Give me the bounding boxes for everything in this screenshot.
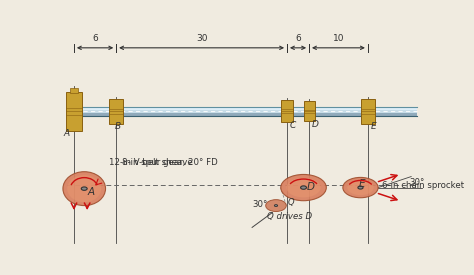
Text: 8-in spur gear, 20° FD: 8-in spur gear, 20° FD — [122, 158, 218, 167]
Text: 30°: 30° — [410, 178, 425, 188]
Text: 30: 30 — [196, 34, 207, 43]
Text: C: C — [289, 121, 295, 130]
Ellipse shape — [358, 186, 363, 189]
Text: 6-in chain sprocket: 6-in chain sprocket — [382, 181, 464, 190]
Text: D: D — [307, 182, 315, 192]
Text: A: A — [87, 187, 94, 197]
Ellipse shape — [266, 200, 286, 211]
Bar — [70, 87, 78, 93]
Text: E: E — [359, 178, 365, 189]
Text: 6: 6 — [92, 34, 98, 43]
Ellipse shape — [286, 178, 320, 197]
Text: E: E — [371, 122, 376, 131]
Text: D: D — [311, 120, 318, 129]
Text: 6: 6 — [295, 34, 301, 43]
Bar — [68, 114, 418, 115]
Ellipse shape — [281, 174, 326, 201]
Bar — [361, 99, 375, 124]
Text: Q: Q — [288, 197, 294, 207]
Bar — [68, 107, 418, 110]
Text: 10: 10 — [333, 34, 344, 43]
Text: Q drives D: Q drives D — [267, 212, 312, 221]
Bar — [109, 99, 123, 124]
Text: A: A — [64, 129, 70, 138]
Bar — [281, 100, 293, 122]
Ellipse shape — [274, 205, 278, 207]
Ellipse shape — [301, 186, 307, 189]
Bar — [66, 92, 82, 131]
Ellipse shape — [63, 172, 106, 206]
Ellipse shape — [347, 180, 374, 195]
Ellipse shape — [343, 177, 378, 198]
Ellipse shape — [67, 175, 101, 202]
Ellipse shape — [82, 187, 87, 190]
Bar — [68, 107, 418, 116]
Bar — [303, 101, 315, 121]
Text: B: B — [114, 122, 120, 131]
Text: 30°: 30° — [252, 200, 267, 209]
Text: 12-in V-belt sheave: 12-in V-belt sheave — [109, 158, 193, 167]
